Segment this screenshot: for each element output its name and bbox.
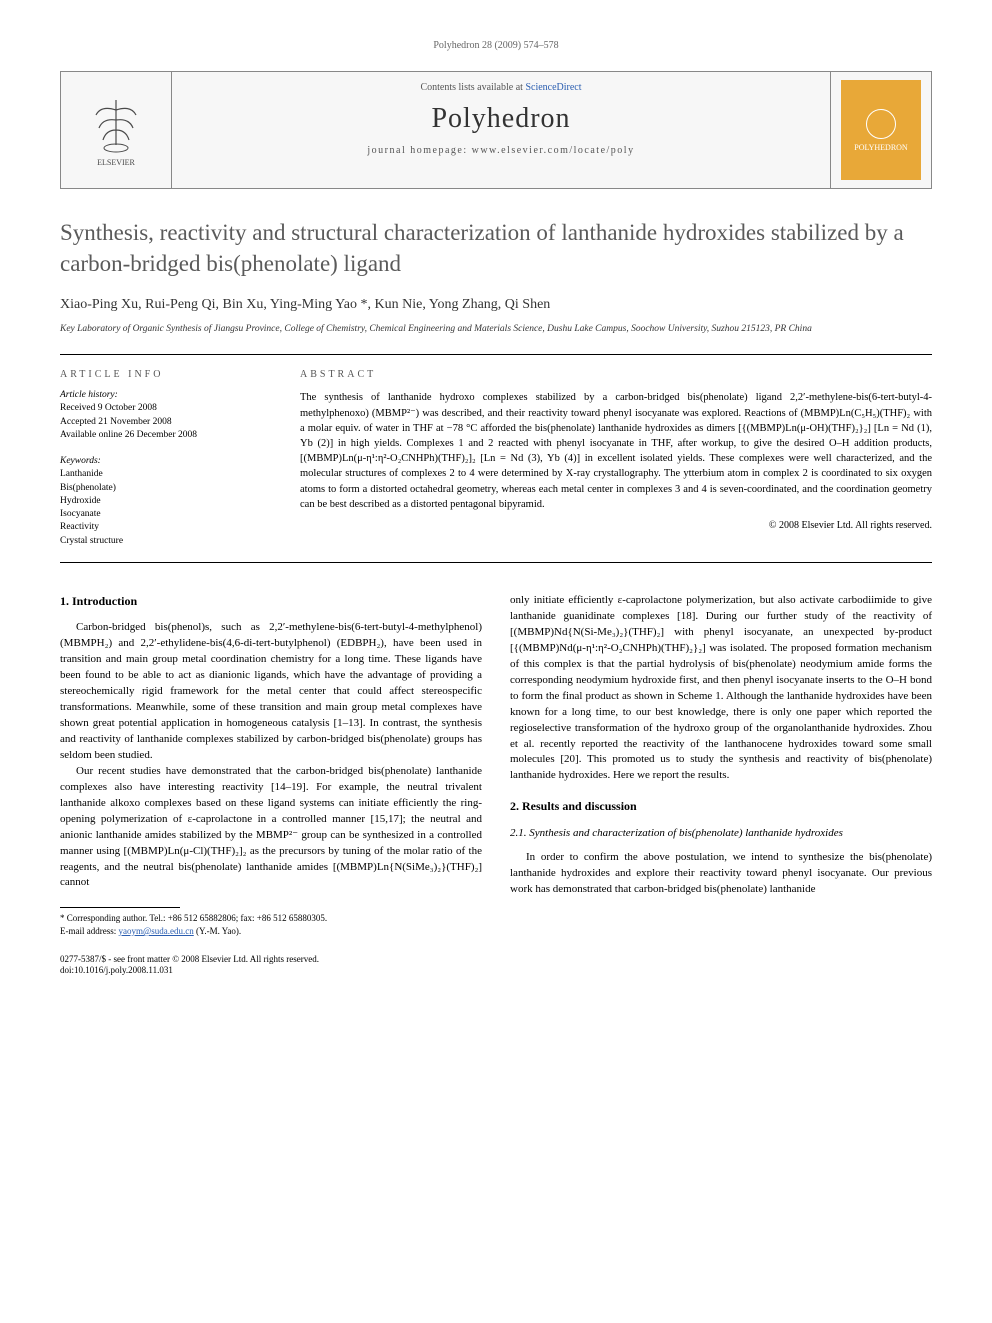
- doi-line: doi:10.1016/j.poly.2008.11.031: [60, 965, 482, 977]
- divider-top: [60, 354, 932, 355]
- article-info-column: ARTICLE INFO Article history: Received 9…: [60, 369, 260, 548]
- keyword: Reactivity: [60, 521, 260, 534]
- info-abstract-row: ARTICLE INFO Article history: Received 9…: [60, 369, 932, 548]
- history-label: Article history:: [60, 390, 260, 400]
- footnote-rule: [60, 907, 180, 908]
- issn-copyright: 0277-5387/$ - see front matter © 2008 El…: [60, 954, 482, 966]
- keyword: Isocyanate: [60, 508, 260, 521]
- abstract-column: ABSTRACT The synthesis of lanthanide hyd…: [300, 369, 932, 548]
- keyword: Hydroxide: [60, 495, 260, 508]
- right-column: only initiate efficiently ε-caprolactone…: [510, 593, 932, 977]
- sciencedirect-link[interactable]: ScienceDirect: [525, 82, 581, 93]
- journal-homepage: journal homepage: www.elsevier.com/locat…: [182, 145, 820, 156]
- cover-label: POLYHEDRON: [854, 143, 907, 152]
- journal-cover-thumbnail: POLYHEDRON: [841, 80, 921, 180]
- abstract-label: ABSTRACT: [300, 369, 932, 380]
- email-label: E-mail address:: [60, 926, 118, 936]
- elsevier-tree-logo-icon: ELSEVIER: [81, 90, 151, 170]
- contents-prefix: Contents lists available at: [420, 82, 525, 93]
- online-date: Available online 26 December 2008: [60, 429, 260, 442]
- intro-para-2: Our recent studies have demonstrated tha…: [60, 764, 482, 892]
- article-info-label: ARTICLE INFO: [60, 369, 260, 380]
- masthead-center: Contents lists available at ScienceDirec…: [171, 72, 831, 188]
- abstract-text: The synthesis of lanthanide hydroxo comp…: [300, 390, 932, 512]
- abstract-copyright: © 2008 Elsevier Ltd. All rights reserved…: [300, 520, 932, 531]
- article-title: Synthesis, reactivity and structural cha…: [60, 217, 932, 279]
- front-matter-line: 0277-5387/$ - see front matter © 2008 El…: [60, 954, 482, 977]
- intro-para-3: only initiate efficiently ε-caprolactone…: [510, 593, 932, 784]
- keyword: Lanthanide: [60, 468, 260, 481]
- publisher-logo-box: ELSEVIER: [61, 72, 171, 188]
- affiliation: Key Laboratory of Organic Synthesis of J…: [60, 323, 932, 336]
- divider-bottom: [60, 562, 932, 563]
- corresponding-author-footnote: * Corresponding author. Tel.: +86 512 65…: [60, 912, 482, 937]
- left-column: 1. Introduction Carbon-bridged bis(pheno…: [60, 593, 482, 977]
- running-head: Polyhedron 28 (2009) 574–578: [60, 40, 932, 51]
- author-list: Xiao-Ping Xu, Rui-Peng Qi, Bin Xu, Ying-…: [60, 297, 932, 313]
- keyword: Crystal structure: [60, 535, 260, 548]
- results-heading: 2. Results and discussion: [510, 798, 932, 815]
- email-link[interactable]: yaoym@suda.edu.cn: [118, 926, 193, 936]
- corr-author-line: * Corresponding author. Tel.: +86 512 65…: [60, 912, 482, 925]
- results-para-1: In order to confirm the above postulatio…: [510, 850, 932, 898]
- accepted-date: Accepted 21 November 2008: [60, 416, 260, 429]
- intro-heading: 1. Introduction: [60, 593, 482, 610]
- email-suffix: (Y.-M. Yao).: [194, 926, 241, 936]
- keyword: Bis(phenolate): [60, 482, 260, 495]
- contents-available-line: Contents lists available at ScienceDirec…: [182, 82, 820, 93]
- svg-text:ELSEVIER: ELSEVIER: [97, 158, 135, 167]
- journal-name: Polyhedron: [182, 103, 820, 135]
- journal-masthead: ELSEVIER Contents lists available at Sci…: [60, 71, 932, 189]
- results-subheading: 2.1. Synthesis and characterization of b…: [510, 826, 932, 842]
- journal-cover-box: POLYHEDRON: [831, 72, 931, 188]
- received-date: Received 9 October 2008: [60, 402, 260, 415]
- body-two-columns: 1. Introduction Carbon-bridged bis(pheno…: [60, 593, 932, 977]
- intro-para-1: Carbon-bridged bis(phenol)s, such as 2,2…: [60, 620, 482, 763]
- polyhedron-cover-icon: [866, 109, 896, 139]
- keywords-label: Keywords:: [60, 456, 260, 466]
